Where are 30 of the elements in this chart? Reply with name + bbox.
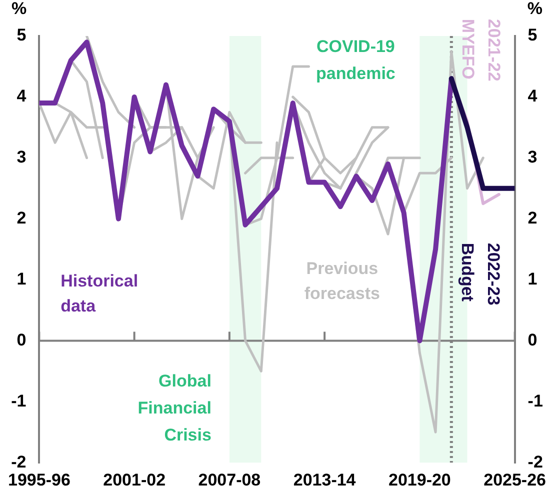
x-tick-label: 2025-26 bbox=[484, 470, 546, 490]
y2-tick-label: 0 bbox=[528, 330, 538, 350]
y2-tick-label: 3 bbox=[528, 148, 538, 167]
y-tick-label: 1 bbox=[16, 269, 26, 288]
x-tick-label: 2001-02 bbox=[103, 470, 166, 490]
y-axis-title: % bbox=[12, 0, 27, 18]
x-tick-label: 2019-20 bbox=[388, 470, 451, 490]
y2-tick-label: 4 bbox=[528, 86, 538, 106]
y-tick-label: 4 bbox=[16, 86, 27, 106]
y2-tick-label: 2 bbox=[528, 208, 538, 228]
text: 2021-22 MYEFO bbox=[458, 18, 504, 82]
y-tick-label: 3 bbox=[16, 148, 26, 167]
y-tick-label: 5 bbox=[16, 26, 26, 45]
x-tick-label: 2013-14 bbox=[293, 470, 356, 490]
y2-tick-label: 5 bbox=[528, 26, 538, 45]
y2-tick-label: -2 bbox=[528, 452, 543, 472]
y2-tick-label: 1 bbox=[528, 269, 538, 288]
y-tick-label: -2 bbox=[11, 452, 26, 472]
y-tick-label: -1 bbox=[11, 391, 26, 410]
x-tick-label: 1995-96 bbox=[8, 470, 70, 490]
text: 2022-23 Budget bbox=[458, 242, 503, 306]
annotation: COVID-19 pandemic bbox=[316, 37, 396, 83]
y-tick-label: 2 bbox=[16, 208, 26, 228]
y-tick-label: 0 bbox=[16, 330, 26, 350]
x-tick-label: 2007-08 bbox=[198, 470, 261, 490]
text: Historical data bbox=[60, 271, 138, 316]
y2-axis-title: % bbox=[527, 0, 542, 18]
text: Previous forecasts bbox=[304, 259, 380, 304]
annotation: Global Financial Crisis bbox=[138, 372, 212, 445]
y2-tick-label: -1 bbox=[528, 391, 543, 410]
